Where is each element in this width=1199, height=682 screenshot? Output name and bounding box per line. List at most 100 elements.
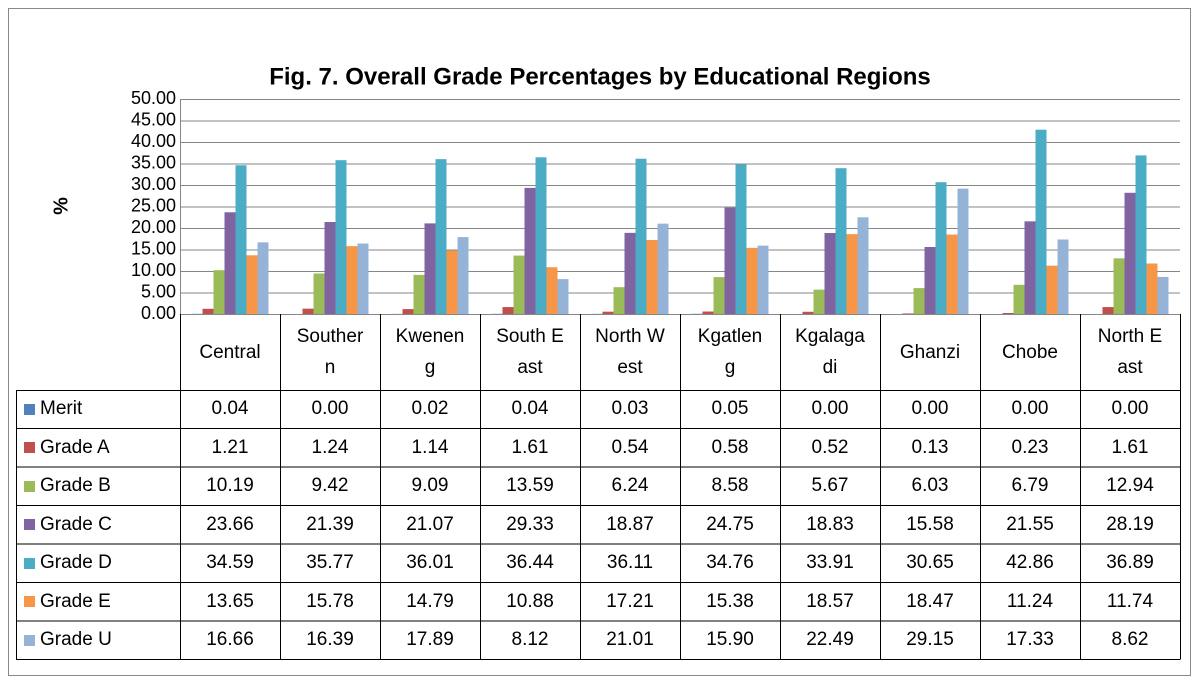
data-label: 8.12 [511,629,549,651]
bar [613,287,625,314]
data-label: 17.33 [1006,629,1054,651]
category-cell: Ghanzi [880,314,980,390]
data-label: 0.05 [711,398,749,420]
x-tick-label: Kgalagadi [795,326,865,378]
data-label: 0.00 [911,398,949,420]
bar [413,274,425,314]
bar [457,237,469,314]
data-label: 1.14 [411,436,449,458]
y-tick-label: 20.00 [131,217,176,237]
data-label: 0.02 [411,398,449,420]
data-label: 6.79 [1011,475,1049,497]
bar [535,157,547,314]
bar [235,165,247,314]
bar [1135,155,1147,314]
legend-entry: Grade U [16,621,180,660]
bar [646,239,658,314]
data-label: 36.44 [506,552,554,574]
y-tick-label: 40.00 [131,131,176,151]
data-label: 22.49 [806,629,854,651]
data-label: 30.65 [906,552,954,574]
bar [1102,307,1114,314]
data-label: 0.00 [1011,398,1049,420]
data-label: 13.59 [506,475,554,497]
y-tick-label: 35.00 [131,152,176,172]
data-label: 36.89 [1106,552,1154,574]
y-tick-label: 10.00 [131,260,176,280]
bar [213,270,225,314]
bar [1146,263,1158,314]
bar [313,273,325,314]
bar [924,247,936,314]
bar [1013,284,1025,314]
bar [735,164,747,314]
data-label: 16.39 [306,629,354,651]
legend-swatch [24,480,35,492]
data-label: 35.77 [306,552,354,574]
data-label: 21.01 [606,629,654,651]
legend-entry: Grade E [16,583,180,622]
bar [746,247,758,314]
bar [546,267,558,314]
data-label: 1.24 [311,436,349,458]
bar [202,308,214,314]
legend-label: Merit [40,398,83,420]
bar [1046,265,1058,314]
legend-swatch [24,403,35,415]
bar [913,288,925,314]
bar [524,187,536,314]
data-label: 15.38 [706,590,754,612]
data-label: 0.54 [611,436,649,458]
legend-entry: Grade C [16,506,180,545]
data-label: 23.66 [206,513,254,535]
bar [713,277,725,314]
data-label: 12.94 [1106,475,1154,497]
legend-swatch [24,557,35,569]
bar [446,250,458,314]
bar [802,311,814,314]
data-label: 13.65 [206,590,254,612]
data-label: 21.39 [306,513,354,535]
data-label: 21.07 [406,513,454,535]
legend-entry: Merit [16,390,180,429]
data-label: 0.00 [811,398,849,420]
category-cell: Central [180,314,280,390]
bar [346,246,358,314]
data-label: 6.24 [611,475,649,497]
bar [357,243,369,314]
bar [557,279,569,314]
data-label: 0.52 [811,436,849,458]
legend-label: Grade D [40,552,112,574]
y-tick-label: 50.00 [131,88,176,108]
bar [257,242,269,314]
data-label: 0.00 [311,398,349,420]
data-label: 15.90 [706,629,754,651]
x-tick-label: Chobe [1002,341,1058,363]
data-label: 36.01 [406,552,454,574]
bar [635,158,647,314]
bar [335,160,347,314]
bar [902,313,914,314]
data-label: 14.79 [406,590,454,612]
bar [724,207,736,314]
data-label: 11.74 [1106,590,1154,612]
data-label: 18.57 [806,590,854,612]
bar [224,212,236,314]
data-label: 5.67 [811,475,849,497]
data-label: 17.21 [606,590,654,612]
data-label: 34.59 [206,552,254,574]
bar [757,245,769,314]
y-tick-label: 5.00 [141,281,176,301]
data-label: 24.75 [706,513,754,535]
bar [502,307,514,314]
category-cell: North East [1080,314,1180,390]
bar [424,223,436,314]
bar [857,217,869,314]
data-label: 16.66 [206,629,254,651]
data-label: 0.23 [1011,436,1049,458]
bar [702,311,714,314]
category-cell: Southern [280,314,380,390]
x-tick-label: Kgatleng [697,326,763,378]
